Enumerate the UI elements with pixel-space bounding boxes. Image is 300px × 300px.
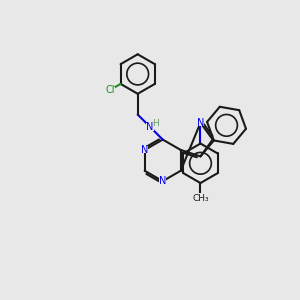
Text: CH₃: CH₃ bbox=[192, 194, 209, 203]
Text: N: N bbox=[197, 118, 204, 128]
FancyBboxPatch shape bbox=[141, 146, 148, 153]
Text: N: N bbox=[141, 145, 148, 155]
FancyBboxPatch shape bbox=[104, 87, 115, 93]
Text: Cl: Cl bbox=[105, 85, 115, 95]
FancyBboxPatch shape bbox=[194, 193, 207, 199]
Text: N: N bbox=[159, 176, 166, 186]
FancyBboxPatch shape bbox=[159, 178, 166, 184]
Text: H: H bbox=[152, 119, 159, 128]
FancyBboxPatch shape bbox=[146, 123, 154, 131]
Text: N: N bbox=[146, 122, 153, 132]
FancyBboxPatch shape bbox=[197, 119, 204, 126]
